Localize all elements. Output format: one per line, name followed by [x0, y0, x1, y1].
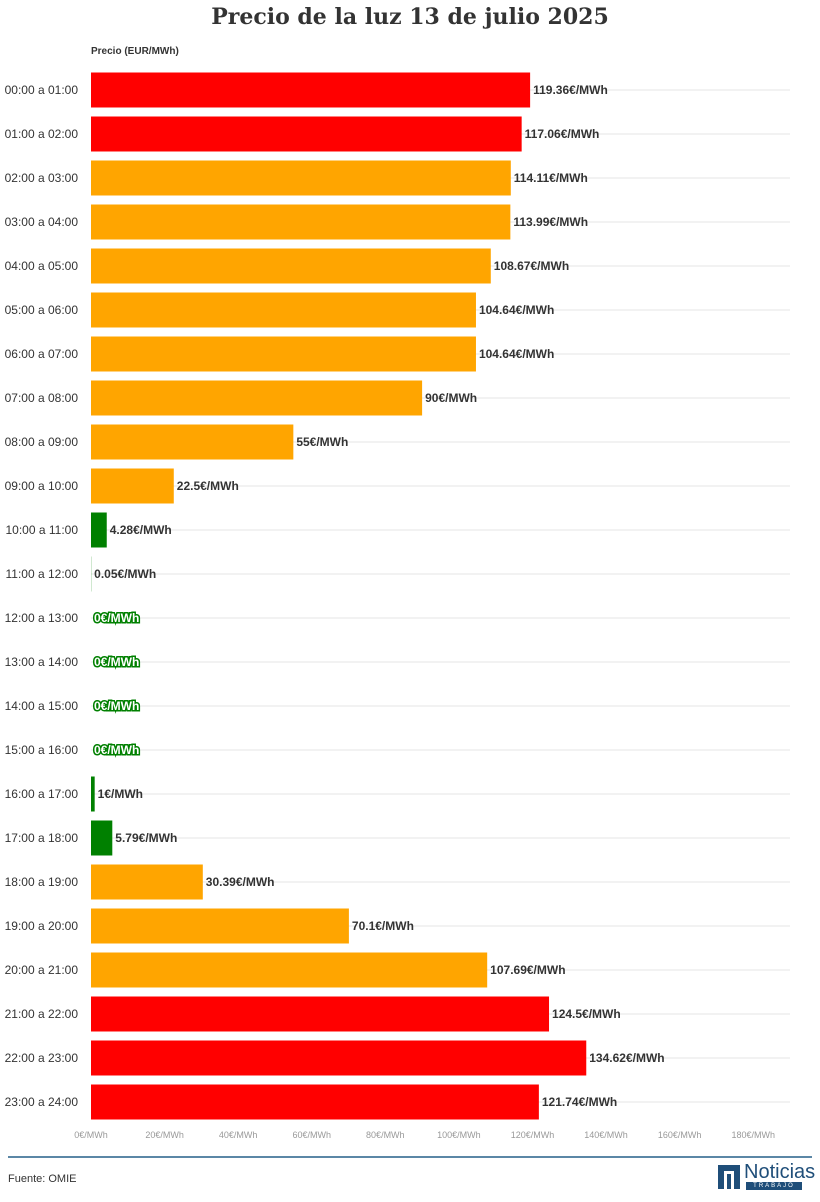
category-label: 19:00 a 20:00 — [5, 919, 79, 933]
x-tick-label: 100€/MWh — [437, 1130, 481, 1140]
bar — [91, 1040, 587, 1076]
brand-logo: Noticias TRABAJO — [718, 1161, 816, 1191]
value-label: 0€/MWh — [94, 655, 139, 669]
value-label: 70.1€/MWh — [352, 919, 414, 933]
value-label: 0.05€/MWh — [94, 567, 156, 581]
category-label: 17:00 a 18:00 — [5, 831, 79, 845]
category-label: 08:00 a 09:00 — [5, 435, 79, 449]
category-label: 06:00 a 07:00 — [5, 347, 79, 361]
bar — [91, 160, 511, 196]
bar — [91, 248, 491, 284]
bar — [91, 424, 294, 460]
category-label: 11:00 a 12:00 — [5, 567, 78, 581]
value-label: 0€/MWh — [94, 611, 139, 625]
bar — [91, 1084, 539, 1120]
bar — [91, 380, 423, 416]
value-label: 114.11€/MWh — [514, 171, 588, 185]
value-label: 1€/MWh — [98, 787, 143, 801]
value-label: 107.69€/MWh — [490, 963, 565, 977]
grid-lines — [91, 89, 790, 1103]
category-label: 02:00 a 03:00 — [5, 171, 79, 185]
category-label: 12:00 a 13:00 — [5, 611, 79, 625]
category-label: 01:00 a 02:00 — [5, 127, 79, 141]
x-tick-label: 180€/MWh — [731, 1130, 775, 1140]
axis-label: Precio (EUR/MWh) — [91, 46, 179, 57]
bar — [91, 952, 488, 988]
category-label: 00:00 a 01:00 — [5, 83, 79, 97]
bar — [91, 820, 113, 856]
category-label: 18:00 a 19:00 — [5, 875, 79, 889]
value-label: 22.5€/MWh — [177, 479, 239, 493]
bar — [91, 72, 531, 108]
x-tick-label: 20€/MWh — [145, 1130, 184, 1140]
chart-title: Precio de la luz 13 de julio 2025 — [211, 4, 609, 30]
category-label: 14:00 a 15:00 — [5, 699, 79, 713]
value-label: 30.39€/MWh — [206, 875, 275, 889]
value-label: 55€/MWh — [296, 435, 348, 449]
x-tick-label: 60€/MWh — [292, 1130, 331, 1140]
category-label: 20:00 a 21:00 — [5, 963, 79, 977]
value-label: 104.64€/MWh — [479, 303, 554, 317]
category-label: 07:00 a 08:00 — [5, 391, 79, 405]
value-label: 124.5€/MWh — [552, 1007, 621, 1021]
x-tick-label: 160€/MWh — [658, 1130, 702, 1140]
x-tick-label: 40€/MWh — [219, 1130, 258, 1140]
bar — [91, 336, 476, 372]
bar — [91, 864, 203, 900]
bar-chart: 00:00 a 01:00 119.36€/MWh 01:00 a 02:00 117… — [5, 72, 790, 1140]
x-tick-label: 0€/MWh — [74, 1130, 108, 1140]
logo-text: Noticias — [744, 1161, 816, 1183]
bar — [91, 292, 476, 328]
category-label: 22:00 a 23:00 — [5, 1051, 79, 1065]
value-label: 5.79€/MWh — [115, 831, 177, 845]
bar — [91, 204, 511, 240]
category-label: 16:00 a 17:00 — [5, 787, 79, 801]
category-label: 05:00 a 06:00 — [5, 303, 79, 317]
value-label: 0€/MWh — [94, 743, 139, 757]
bar — [91, 996, 550, 1032]
x-tick-label: 140€/MWh — [584, 1130, 628, 1140]
category-label: 21:00 a 22:00 — [5, 1007, 79, 1021]
category-label: 13:00 a 14:00 — [5, 655, 79, 669]
footer-divider — [8, 1156, 812, 1158]
bars — [91, 72, 587, 1120]
category-label: 03:00 a 04:00 — [5, 215, 79, 229]
value-label: 108.67€/MWh — [494, 259, 569, 273]
category-label: 04:00 a 05:00 — [5, 259, 79, 273]
source-note: Fuente: OMIE — [8, 1173, 77, 1185]
category-label: 23:00 a 24:00 — [5, 1095, 79, 1109]
value-label: 113.99€/MWh — [513, 215, 588, 229]
bar — [91, 776, 95, 812]
category-label: 15:00 a 16:00 — [5, 743, 79, 757]
category-label: 10:00 a 11:00 — [5, 523, 78, 537]
value-label: 117.06€/MWh — [525, 127, 600, 141]
bar — [91, 512, 107, 548]
value-label: 0€/MWh — [94, 699, 139, 713]
bar — [91, 116, 522, 152]
x-tick-label: 120€/MWh — [511, 1130, 555, 1140]
value-label: 121.74€/MWh — [542, 1095, 617, 1109]
labels: 00:00 a 01:00 119.36€/MWh 01:00 a 02:00 117… — [5, 83, 775, 1140]
logo-subtext: TRABAJO — [746, 1182, 802, 1190]
value-label: 134.62€/MWh — [589, 1051, 664, 1065]
value-label: 4.28€/MWh — [110, 523, 172, 537]
x-tick-label: 80€/MWh — [366, 1130, 405, 1140]
bar — [91, 468, 174, 504]
value-label: 90€/MWh — [425, 391, 477, 405]
value-label: 119.36€/MWh — [533, 83, 608, 97]
value-label: 104.64€/MWh — [479, 347, 554, 361]
bar — [91, 908, 349, 944]
logo-icon — [718, 1165, 740, 1189]
category-label: 09:00 a 10:00 — [5, 479, 79, 493]
